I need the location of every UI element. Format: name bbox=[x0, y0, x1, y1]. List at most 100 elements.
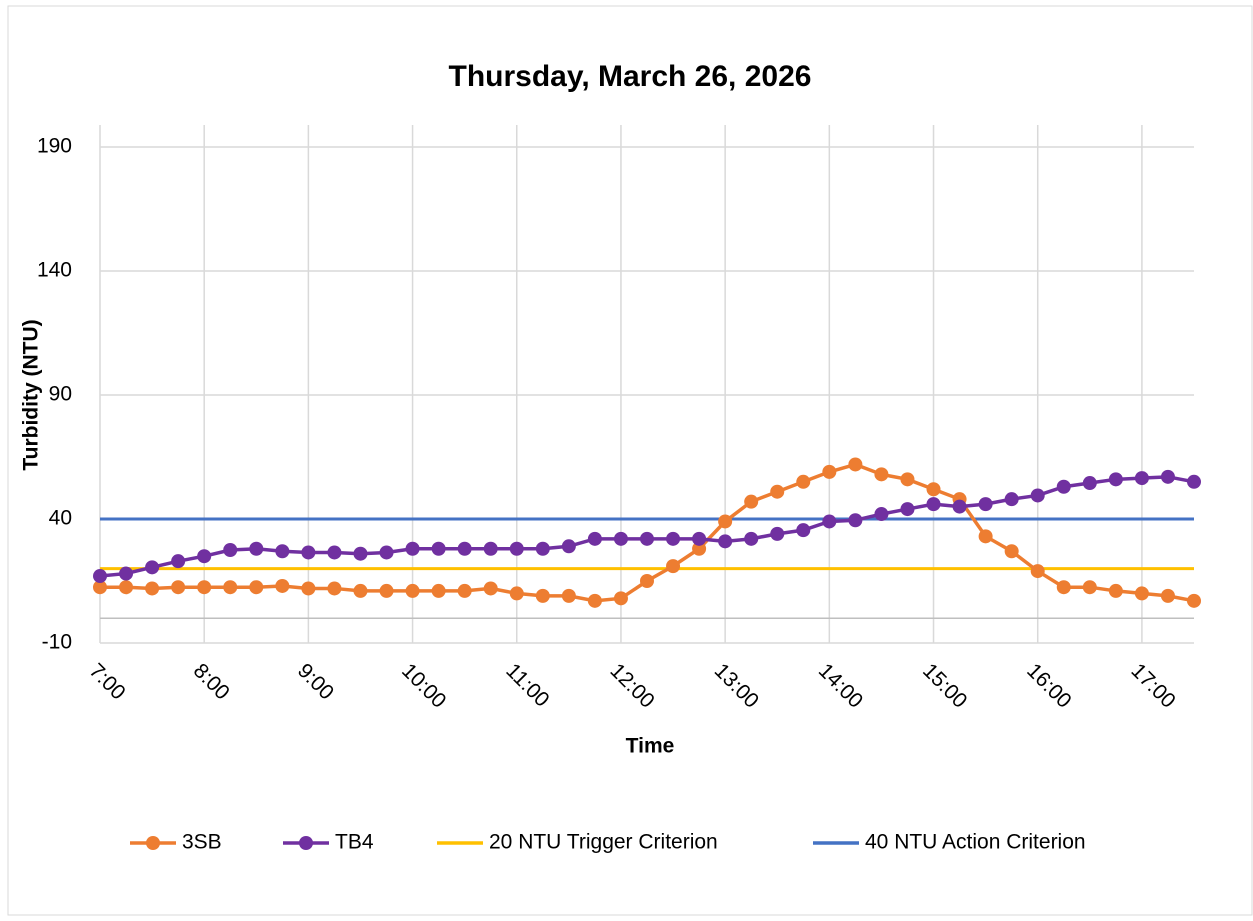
data-point bbox=[509, 541, 524, 556]
y-tick-label: 140 bbox=[37, 259, 72, 282]
data-point bbox=[275, 578, 290, 593]
data-point bbox=[405, 583, 420, 598]
data-point bbox=[978, 497, 993, 512]
data-point bbox=[1187, 593, 1201, 608]
data-point bbox=[197, 580, 212, 595]
data-point bbox=[535, 588, 550, 603]
data-point bbox=[744, 494, 759, 509]
data-point bbox=[848, 513, 863, 528]
data-point bbox=[978, 529, 993, 544]
data-point bbox=[561, 539, 576, 554]
data-point bbox=[1030, 488, 1045, 503]
data-point bbox=[145, 581, 160, 596]
data-point bbox=[1134, 471, 1149, 486]
data-point bbox=[379, 583, 394, 598]
data-point bbox=[613, 531, 628, 546]
data-point bbox=[1160, 469, 1175, 484]
data-point bbox=[327, 581, 342, 596]
data-point bbox=[223, 580, 238, 595]
data-point bbox=[952, 499, 967, 514]
data-point bbox=[93, 569, 107, 584]
data-point bbox=[483, 541, 498, 556]
data-point bbox=[405, 541, 420, 556]
data-point bbox=[770, 484, 785, 499]
data-point bbox=[301, 545, 316, 560]
data-point bbox=[744, 531, 759, 546]
data-point bbox=[874, 507, 889, 522]
data-point bbox=[483, 581, 498, 596]
data-point bbox=[119, 580, 134, 595]
data-point bbox=[457, 583, 472, 598]
data-point bbox=[1187, 474, 1201, 489]
data-point bbox=[848, 457, 863, 472]
data-point bbox=[431, 583, 446, 598]
data-point bbox=[1082, 580, 1097, 595]
data-point bbox=[692, 531, 707, 546]
data-point bbox=[796, 523, 811, 538]
data-point bbox=[535, 541, 550, 556]
data-point bbox=[666, 531, 681, 546]
data-point bbox=[926, 497, 941, 512]
data-point bbox=[145, 560, 160, 575]
data-point bbox=[249, 580, 264, 595]
y-axis-label: Turbidity (NTU) bbox=[20, 319, 43, 470]
legend-label: 40 NTU Action Criterion bbox=[865, 831, 1086, 854]
data-point bbox=[1108, 583, 1123, 598]
data-point bbox=[1004, 492, 1019, 507]
data-point bbox=[1030, 564, 1045, 579]
y-tick-label: -10 bbox=[42, 631, 72, 654]
data-point bbox=[640, 574, 654, 588]
y-tick-label: 90 bbox=[49, 383, 72, 406]
data-point bbox=[640, 531, 654, 546]
data-point bbox=[587, 593, 602, 608]
legend-label: 20 NTU Trigger Criterion bbox=[489, 831, 718, 854]
chart-title: Thursday, March 26, 2026 bbox=[449, 60, 812, 93]
data-point bbox=[822, 464, 837, 479]
legend-label: TB4 bbox=[335, 831, 374, 854]
data-point bbox=[1004, 544, 1019, 559]
data-point bbox=[718, 534, 733, 549]
data-point bbox=[457, 541, 472, 556]
legend-marker bbox=[146, 836, 160, 850]
data-point bbox=[301, 581, 316, 596]
data-point bbox=[327, 545, 342, 560]
data-point bbox=[431, 541, 446, 556]
data-point bbox=[93, 580, 107, 595]
data-point bbox=[353, 546, 368, 561]
data-point bbox=[249, 541, 264, 556]
legend-marker bbox=[299, 836, 313, 850]
data-point bbox=[171, 580, 186, 595]
data-point bbox=[900, 502, 915, 517]
data-point bbox=[379, 545, 394, 560]
data-point bbox=[275, 544, 290, 559]
data-point bbox=[926, 482, 941, 497]
data-point bbox=[587, 531, 602, 546]
data-point bbox=[666, 559, 681, 574]
data-point bbox=[718, 514, 733, 529]
data-point bbox=[1056, 479, 1071, 494]
data-point bbox=[509, 586, 524, 601]
data-point bbox=[197, 549, 212, 564]
data-point bbox=[1160, 588, 1175, 603]
data-point bbox=[223, 543, 238, 557]
data-point bbox=[171, 554, 186, 569]
data-point bbox=[1108, 472, 1123, 487]
data-point bbox=[770, 526, 785, 541]
data-point bbox=[353, 583, 368, 598]
data-point bbox=[822, 514, 837, 529]
data-point bbox=[1134, 586, 1149, 601]
data-point bbox=[561, 588, 576, 603]
data-point bbox=[874, 467, 889, 482]
legend-label: 3SB bbox=[182, 831, 222, 854]
data-point bbox=[796, 474, 811, 489]
x-axis-label: Time bbox=[626, 735, 675, 758]
data-point bbox=[1056, 580, 1071, 595]
y-tick-label: 40 bbox=[49, 507, 72, 530]
y-tick-label: 190 bbox=[37, 135, 72, 158]
data-point bbox=[1082, 476, 1097, 491]
data-point bbox=[900, 472, 915, 487]
data-point bbox=[119, 566, 134, 581]
data-point bbox=[613, 591, 628, 606]
data-point bbox=[692, 541, 707, 556]
